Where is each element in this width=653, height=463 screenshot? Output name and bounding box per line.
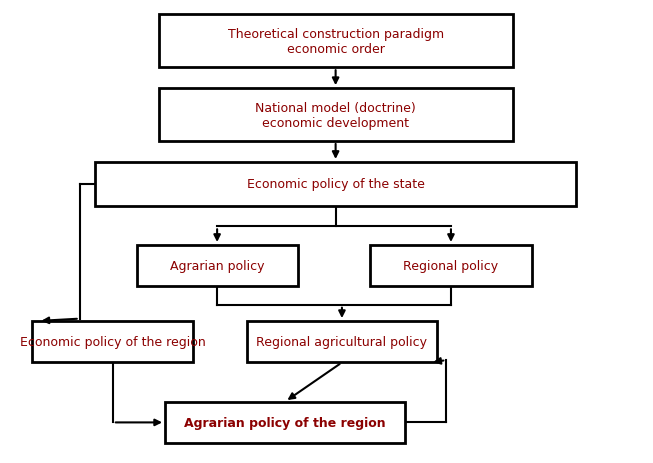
Text: Agrarian policy of the region: Agrarian policy of the region bbox=[184, 416, 386, 429]
Text: Economic policy of the region: Economic policy of the region bbox=[20, 336, 206, 349]
FancyBboxPatch shape bbox=[136, 245, 298, 287]
FancyBboxPatch shape bbox=[159, 15, 513, 68]
Text: Economic policy of the state: Economic policy of the state bbox=[247, 178, 424, 191]
FancyBboxPatch shape bbox=[370, 245, 532, 287]
FancyBboxPatch shape bbox=[32, 321, 193, 363]
Text: Regional policy: Regional policy bbox=[404, 260, 498, 273]
Text: National model (doctrine)
economic development: National model (doctrine) economic devel… bbox=[255, 101, 416, 129]
Text: Agrarian policy: Agrarian policy bbox=[170, 260, 264, 273]
Text: Theoretical construction paradigm
economic order: Theoretical construction paradigm econom… bbox=[227, 28, 443, 56]
Text: Regional agricultural policy: Regional agricultural policy bbox=[257, 336, 428, 349]
FancyBboxPatch shape bbox=[95, 163, 576, 206]
FancyBboxPatch shape bbox=[159, 89, 513, 142]
FancyBboxPatch shape bbox=[165, 402, 405, 443]
FancyBboxPatch shape bbox=[247, 321, 437, 363]
